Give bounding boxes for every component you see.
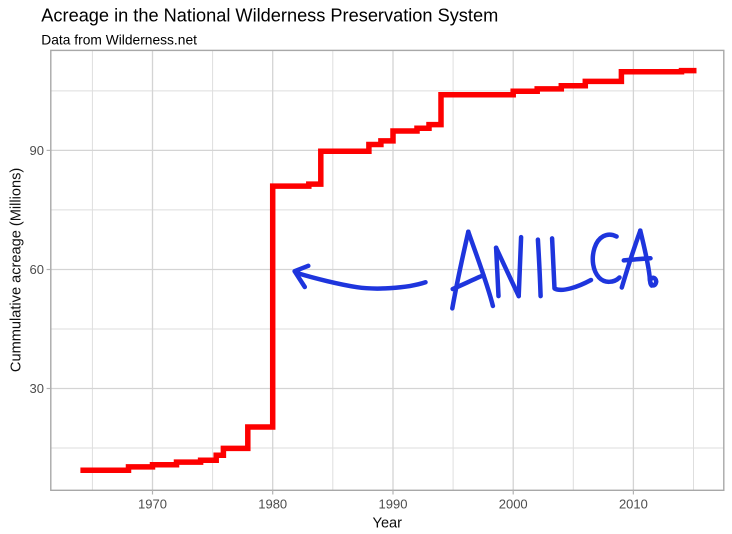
svg-text:Data from Wilderness.net: Data from Wilderness.net (41, 33, 197, 48)
svg-text:Acreage in the National Wilder: Acreage in the National Wilderness Prese… (41, 5, 498, 25)
svg-text:2010: 2010 (619, 496, 648, 511)
svg-text:1990: 1990 (379, 496, 408, 511)
svg-text:Year: Year (373, 516, 403, 532)
svg-text:Cummulative acreage (Millions): Cummulative acreage (Millions) (8, 168, 24, 372)
svg-text:30: 30 (30, 381, 44, 396)
svg-text:1980: 1980 (258, 496, 287, 511)
svg-text:60: 60 (30, 262, 44, 277)
svg-text:1970: 1970 (138, 496, 167, 511)
svg-text:2000: 2000 (499, 496, 528, 511)
svg-text:90: 90 (30, 143, 44, 158)
